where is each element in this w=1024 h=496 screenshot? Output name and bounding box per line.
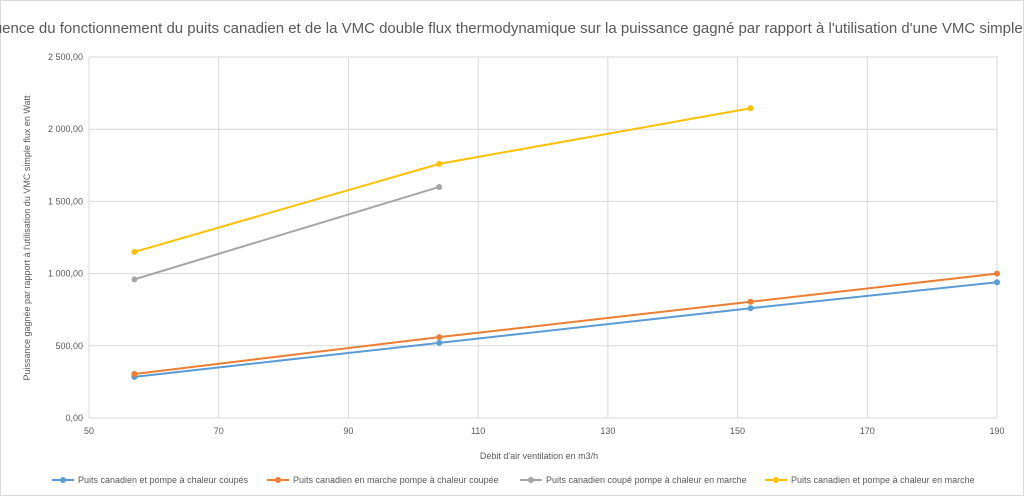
x-tick-label: 170	[860, 426, 875, 436]
series-line	[134, 281, 998, 378]
data-point	[436, 339, 443, 346]
legend: Puits canadien et pompe à chaleur coupés…	[52, 475, 975, 485]
grid-lines	[88, 56, 998, 419]
series-group	[131, 105, 754, 255]
x-axis-title: Débit d'air ventilation en m3/h	[480, 451, 598, 461]
series-group	[131, 183, 443, 283]
legend-swatch-marker	[773, 477, 779, 483]
chart-title: Influence du fonctionnement du puits can…	[0, 20, 1024, 37]
y-tick-label: 500,00	[55, 341, 83, 351]
legend-item: Puits canadien et pompe à chaleur coupés	[52, 475, 249, 485]
data-point	[131, 276, 138, 283]
data-point	[131, 370, 138, 377]
y-tick-label: 2 500,00	[48, 52, 83, 62]
series-line	[134, 186, 440, 281]
y-tick-label: 1 000,00	[48, 269, 83, 279]
y-tick-label: 0,00	[65, 413, 83, 423]
x-tick-label: 110	[471, 426, 485, 436]
series-line	[134, 272, 998, 375]
x-tick-label: 50	[84, 426, 94, 436]
legend-swatch-marker	[60, 477, 66, 483]
y-axis-title: Puissance gagnée par rapport à l'utilisa…	[22, 95, 32, 381]
data-point	[747, 298, 754, 305]
legend-label: Puits canadien et pompe à chaleur coupés	[78, 475, 249, 485]
y-tick-label: 1 500,00	[48, 196, 83, 206]
tick-labels: 0,00 500,00 1 000,00 1 500,00 2 000,00 2 500,…	[48, 52, 1005, 436]
data-point	[436, 334, 443, 341]
legend-label: Puits canadien coupé pompe à chaleur en …	[546, 475, 747, 485]
y-tick-label: 2 000,00	[48, 124, 83, 134]
legend-swatch-marker	[528, 477, 534, 483]
legend-item: Puits canadien coupé pompe à chaleur en …	[520, 475, 747, 485]
series-group	[131, 270, 1000, 377]
data-point	[994, 270, 1000, 277]
legend-label: Puits canadien en marche pompe à chaleur…	[293, 475, 499, 485]
data-point	[436, 183, 443, 190]
x-tick-label: 190	[989, 426, 1004, 436]
data-point	[747, 305, 754, 312]
x-tick-label: 150	[730, 426, 745, 436]
data-point	[994, 279, 1000, 286]
data-point	[747, 105, 754, 112]
legend-swatch-marker	[275, 477, 281, 483]
x-tick-label: 130	[600, 426, 615, 436]
legend-item: Puits canadien et pompe à chaleur en mar…	[765, 475, 975, 485]
data-point	[131, 248, 138, 255]
legend-label: Puits canadien et pompe à chaleur en mar…	[791, 475, 975, 485]
series-layer	[131, 105, 1000, 380]
data-point	[436, 160, 443, 167]
legend-item: Puits canadien en marche pompe à chaleur…	[267, 475, 499, 485]
x-tick-label: 70	[214, 426, 224, 436]
x-tick-label: 90	[343, 426, 353, 436]
